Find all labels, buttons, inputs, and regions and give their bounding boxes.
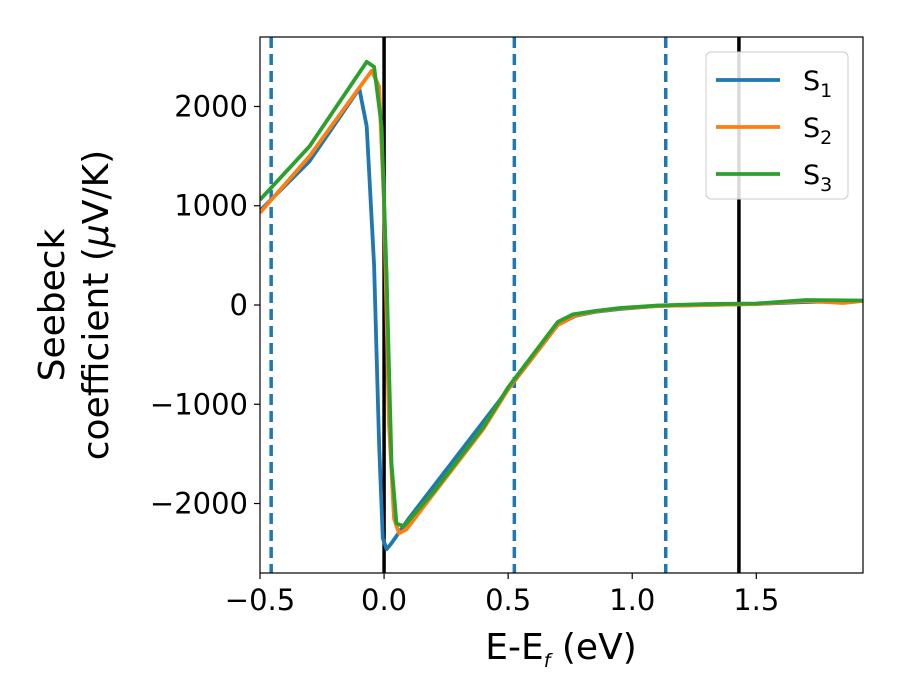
- x-tick-label: 0.5: [485, 583, 531, 617]
- y-axis-label-line1: Seebeck: [32, 228, 73, 381]
- y-axis-label-line2: coefficient (μV/K): [76, 150, 117, 460]
- legend-label-s1: S1: [803, 66, 832, 102]
- y-axis-label: Seebeck coefficient (μV/K): [32, 150, 117, 460]
- legend: S1 S2 S3: [705, 51, 849, 200]
- y-axis: −2000 −1000 0 1000 2000: [150, 89, 260, 521]
- x-tick-label: 1.5: [733, 583, 779, 617]
- y-tick-label: 0: [230, 288, 248, 322]
- series-line-s3: [260, 59, 863, 529]
- x-axis: −0.5 0.0 0.5 1.0 1.5: [225, 573, 779, 617]
- legend-label-s3: S3: [803, 160, 832, 196]
- x-axis-label: E-Ef (eV): [485, 627, 637, 672]
- x-tick-label: 1.0: [609, 583, 655, 617]
- y-tick-label: 2000: [174, 89, 248, 123]
- y-tick-label: −2000: [150, 487, 248, 521]
- y-tick-label: −1000: [150, 387, 248, 421]
- y-tick-label: 1000: [174, 189, 248, 223]
- x-tick-label: −0.5: [225, 583, 295, 617]
- series-lines: [260, 59, 863, 552]
- x-tick-label: 0.0: [361, 583, 407, 617]
- legend-label-s2: S2: [803, 113, 832, 149]
